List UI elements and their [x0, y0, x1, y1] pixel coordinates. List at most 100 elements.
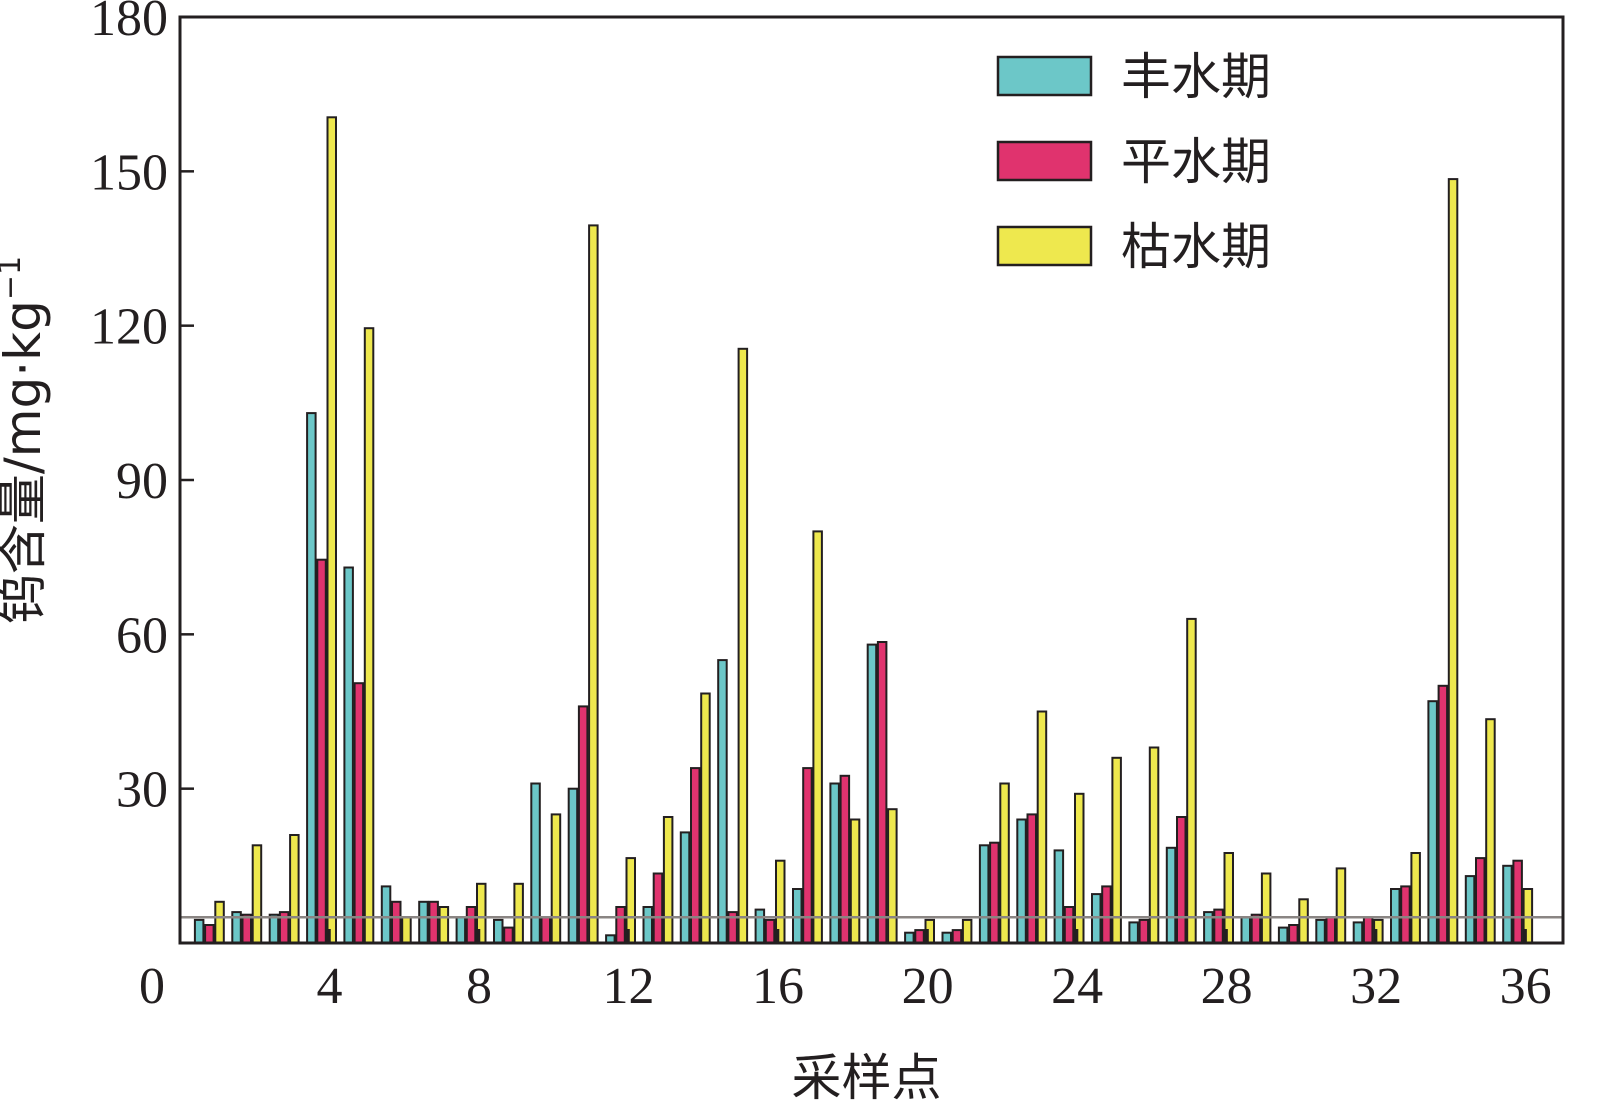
bar-2-28: [1213, 908, 1224, 944]
bar-2-29: [1250, 913, 1262, 945]
bar-2-27: [1176, 816, 1187, 944]
bar-2-13: [652, 872, 664, 944]
bar-2-21: [951, 929, 963, 944]
bar-1-19: [866, 643, 878, 944]
x-tick-label: 24: [1051, 958, 1103, 1015]
bar-3-4: [326, 116, 337, 945]
bar-3-18: [849, 818, 861, 944]
bar-1-5: [343, 566, 354, 944]
bar-3-9: [513, 882, 524, 944]
bar-3-1: [214, 900, 225, 944]
legend-swatch-3: [996, 225, 1093, 267]
bar-2-12: [615, 906, 626, 944]
x-axis-title: 采样点: [792, 1049, 942, 1106]
bar-2-7: [428, 900, 439, 944]
bars-layer: [193, 116, 1534, 945]
bar-1-27: [1165, 846, 1177, 944]
bar-3-24: [1074, 792, 1085, 944]
bar-1-26: [1128, 921, 1139, 945]
bar-1-1: [193, 918, 205, 945]
x-tick-label: 8: [466, 958, 492, 1015]
bar-1-22: [978, 844, 990, 944]
bar-3-11: [588, 224, 599, 944]
bar-2-23: [1026, 813, 1037, 945]
bar-3-6: [401, 916, 412, 944]
x-tick-label: 16: [752, 958, 804, 1015]
y-tick-label: 90: [116, 453, 168, 510]
bar-2-34: [1437, 684, 1449, 944]
bar-2-9: [503, 926, 514, 944]
bar-2-2: [241, 913, 252, 945]
bar-1-34: [1427, 700, 1438, 945]
bar-1-24: [1053, 849, 1065, 945]
legend-label-3: 枯水期: [1121, 218, 1271, 276]
bar-3-27: [1186, 617, 1197, 945]
bar-1-3: [268, 913, 280, 945]
bar-3-21: [961, 918, 973, 945]
bar-2-26: [1138, 918, 1150, 945]
bar-3-34: [1447, 178, 1459, 945]
bar-1-18: [829, 782, 840, 944]
bar-1-8: [455, 916, 467, 944]
bar-3-35: [1485, 718, 1496, 945]
bar-2-33: [1400, 885, 1411, 945]
bar-1-9: [493, 918, 504, 945]
bar-2-31: [1325, 916, 1336, 944]
bar-3-22: [999, 782, 1010, 944]
bar-1-20: [904, 931, 915, 945]
bar-3-26: [1148, 746, 1160, 944]
bar-3-5: [363, 327, 375, 944]
bar-2-35: [1475, 857, 1486, 944]
bar-2-10: [540, 916, 551, 944]
bar-1-4: [306, 412, 317, 945]
bar-2-16: [764, 918, 776, 945]
x-tick-label: 12: [603, 958, 655, 1015]
bar-1-35: [1464, 875, 1476, 944]
bar-2-36: [1512, 859, 1523, 945]
y-tick-label: 180: [90, 0, 168, 47]
legend-label-2: 平水期: [1121, 133, 1271, 191]
bar-3-14: [700, 692, 711, 944]
x-tick-label: 0: [139, 958, 165, 1015]
bar-3-31: [1335, 867, 1347, 945]
bar-1-33: [1390, 888, 1401, 944]
bar-1-29: [1240, 916, 1251, 944]
x-tick-label: 20: [902, 958, 954, 1015]
bar-1-23: [1016, 818, 1027, 944]
bar-3-29: [1260, 872, 1272, 944]
bar-2-11: [577, 705, 589, 945]
bar-3-13: [662, 816, 674, 944]
y-tick-label: 150: [90, 144, 168, 201]
bar-3-2: [251, 844, 263, 944]
bar-2-24: [1063, 906, 1075, 944]
y-axis-title-superscript: −1: [0, 256, 28, 300]
bar-2-6: [391, 900, 402, 944]
bar-1-25: [1091, 893, 1102, 944]
legend-label-1: 丰水期: [1121, 48, 1271, 106]
bar-3-17: [812, 530, 823, 945]
bar-1-7: [418, 900, 429, 944]
y-axis-title-main: 钨含量/mg·kg: [0, 300, 52, 624]
bar-3-15: [737, 347, 749, 944]
bar-2-19: [876, 641, 888, 944]
bar-2-22: [989, 841, 1000, 945]
bar-1-6: [380, 885, 392, 945]
bar-1-10: [530, 782, 541, 944]
bar-3-23: [1036, 710, 1048, 944]
bar-1-15: [717, 659, 728, 944]
bar-1-11: [567, 787, 579, 945]
bar-2-1: [204, 924, 215, 944]
axis-ticks: 0 4 8 12 16 20 24 28 32 36 30 60 90 120 150 180: [90, 0, 1552, 1015]
bar-3-10: [550, 813, 562, 945]
x-tick-label: 32: [1350, 958, 1402, 1015]
bar-2-30: [1288, 924, 1299, 944]
bar-2-4: [316, 558, 327, 944]
legend-swatch-1: [996, 55, 1093, 97]
bar-1-32: [1352, 921, 1364, 945]
bar-3-19: [887, 808, 898, 945]
legend-swatch-2: [996, 140, 1093, 182]
y-tick-label: 60: [116, 607, 168, 664]
bar-3-33: [1410, 852, 1421, 944]
